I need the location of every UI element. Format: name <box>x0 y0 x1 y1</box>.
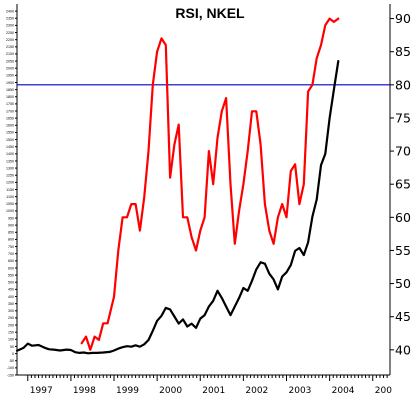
right-tick-label: 55 <box>395 243 411 258</box>
left-tick-label: 950 <box>8 216 14 220</box>
left-tick-label: 1200 <box>6 181 14 185</box>
x-tick-label: 2000 <box>159 386 182 396</box>
x-tick-label: 2002 <box>245 386 268 396</box>
x-tick-label: 2004 <box>332 386 355 396</box>
left-tick-label: 2300 <box>6 24 14 28</box>
left-tick-label: 1800 <box>6 95 14 99</box>
rsi-series-line <box>80 17 340 351</box>
left-tick-label: 700 <box>8 252 14 256</box>
right-tick-label: 70 <box>395 144 411 159</box>
left-tick-label: 400 <box>8 295 14 299</box>
left-tick-label: 450 <box>8 288 14 292</box>
left-tick-label: 650 <box>8 259 14 263</box>
left-tick-label: 1500 <box>6 138 14 142</box>
right-tick-label: 85 <box>395 44 411 59</box>
left-tick-label: 2350 <box>6 17 14 21</box>
left-tick-label: 200 <box>8 323 14 327</box>
left-tick-label: 1400 <box>6 152 14 156</box>
left-tick-label: 1950 <box>6 74 14 78</box>
left-tick-label: 50 <box>10 345 14 349</box>
right-tick-label: 45 <box>395 309 411 324</box>
left-tick-label: 1550 <box>6 131 14 135</box>
left-tick-label: 550 <box>8 273 14 277</box>
right-tick-label: 50 <box>395 276 411 291</box>
left-tick-label: 150 <box>8 330 14 334</box>
left-tick-label: 2400 <box>6 9 14 13</box>
right-tick-label: 60 <box>395 210 411 225</box>
left-tick-label: 1000 <box>6 209 14 213</box>
left-tick-label: 1250 <box>6 174 14 178</box>
x-tick-label: 200 <box>375 386 392 396</box>
left-tick-label: 1450 <box>6 145 14 149</box>
right-tick-label: 40 <box>395 342 411 357</box>
left-tick-label: 2150 <box>6 45 14 49</box>
left-tick-label: 2000 <box>6 67 14 71</box>
left-tick-label: 1050 <box>6 202 14 206</box>
left-tick-label: 1300 <box>6 166 14 170</box>
left-tick-label: -50 <box>9 359 14 363</box>
left-tick-label: 100 <box>8 338 14 342</box>
left-tick-label: 350 <box>8 302 14 306</box>
left-tick-label: -100 <box>7 366 14 370</box>
left-tick-label: 2100 <box>6 52 14 56</box>
left-tick-label: 1850 <box>6 88 14 92</box>
left-tick-label: 300 <box>8 309 14 313</box>
left-tick-label: 600 <box>8 266 14 270</box>
right-tick-label: 90 <box>395 11 411 26</box>
left-tick-label: 1100 <box>6 195 14 199</box>
left-tick-label: 1350 <box>6 159 14 163</box>
x-tick-label: 1998 <box>73 386 96 396</box>
x-tick-label: 1999 <box>116 386 139 396</box>
left-tick-label: 500 <box>8 281 14 285</box>
left-tick-label: 1900 <box>6 81 14 85</box>
x-tick-label: 1997 <box>30 386 53 396</box>
left-tick-label: 850 <box>8 231 14 235</box>
left-tick-label: 1150 <box>6 188 14 192</box>
left-tick-label: 0 <box>12 352 14 356</box>
right-tick-label: 65 <box>395 177 411 192</box>
x-tick-label: 2001 <box>202 386 225 396</box>
left-tick-label: 1650 <box>6 116 14 120</box>
chart-title: RSI, NKEL <box>175 5 245 21</box>
left-tick-label: 2200 <box>6 38 14 42</box>
left-tick-label: 800 <box>8 238 14 242</box>
left-tick-label: 250 <box>8 316 14 320</box>
price-series-line <box>15 59 340 355</box>
left-tick-label: -150 <box>7 373 14 377</box>
left-tick-label: 750 <box>8 245 14 249</box>
right-tick-label: 75 <box>395 110 411 125</box>
left-tick-label: 1750 <box>6 102 14 106</box>
x-tick-label: 2003 <box>289 386 312 396</box>
left-tick-label: 900 <box>8 223 14 227</box>
right-tick-label: 80 <box>395 77 411 92</box>
left-tick-label: 1700 <box>6 109 14 113</box>
left-tick-label: 2050 <box>6 59 14 63</box>
left-tick-label: 1600 <box>6 124 14 128</box>
left-tick-label: 2250 <box>6 31 14 35</box>
